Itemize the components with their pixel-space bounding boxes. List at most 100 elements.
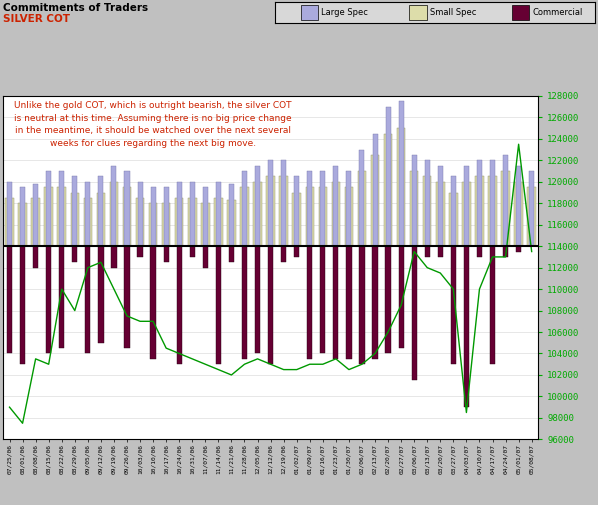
Bar — [451, 176, 456, 246]
Bar — [176, 246, 182, 364]
Bar — [242, 171, 247, 246]
Bar — [346, 246, 352, 359]
Bar — [294, 246, 300, 257]
Bar — [371, 155, 379, 246]
Bar — [20, 246, 25, 364]
Bar — [281, 246, 286, 262]
Bar — [425, 160, 430, 246]
Bar — [46, 171, 51, 246]
Bar — [529, 171, 534, 246]
Bar — [216, 246, 221, 364]
Bar — [254, 182, 262, 246]
Bar — [151, 246, 155, 359]
Bar — [279, 176, 288, 246]
Bar — [516, 246, 521, 251]
Bar — [301, 5, 318, 20]
Bar — [98, 246, 103, 343]
Bar — [7, 182, 12, 246]
Bar — [59, 171, 64, 246]
Bar — [203, 187, 208, 246]
Bar — [201, 203, 209, 246]
Bar — [527, 187, 536, 246]
Text: Small Spec: Small Spec — [430, 8, 477, 17]
Bar — [240, 187, 249, 246]
Bar — [99, 176, 103, 246]
Bar — [164, 187, 169, 246]
Bar — [490, 160, 495, 246]
Bar — [86, 182, 90, 246]
Bar — [306, 187, 314, 246]
Bar — [5, 198, 14, 246]
Bar — [149, 203, 157, 246]
Bar — [59, 246, 65, 348]
Bar — [46, 246, 51, 354]
Bar — [72, 246, 77, 262]
Bar — [19, 203, 27, 246]
Bar — [358, 171, 366, 246]
Text: Large Spec: Large Spec — [322, 8, 368, 17]
Bar — [151, 187, 155, 246]
Bar — [411, 246, 417, 380]
Bar — [266, 176, 275, 246]
Bar — [475, 176, 484, 246]
Bar — [136, 198, 144, 246]
Bar — [124, 171, 130, 246]
Bar — [333, 246, 338, 359]
Bar — [123, 187, 131, 246]
Bar — [501, 171, 510, 246]
Bar — [33, 246, 38, 268]
Bar — [490, 246, 495, 364]
Bar — [268, 160, 273, 246]
Bar — [410, 5, 427, 20]
Bar — [425, 246, 430, 257]
Bar — [464, 166, 469, 246]
Bar — [359, 246, 365, 364]
Bar — [346, 171, 352, 246]
Bar — [281, 160, 286, 246]
Bar — [397, 128, 405, 246]
Bar — [384, 133, 392, 246]
Bar — [71, 192, 79, 246]
Text: Commitments of Traders: Commitments of Traders — [3, 3, 148, 13]
Bar — [307, 246, 312, 359]
Bar — [411, 155, 417, 246]
Bar — [203, 246, 208, 268]
Bar — [438, 166, 443, 246]
Bar — [20, 187, 25, 246]
Bar — [319, 187, 327, 246]
Bar — [449, 192, 457, 246]
Bar — [86, 246, 90, 354]
Bar — [373, 133, 377, 246]
Text: SILVER COT: SILVER COT — [3, 14, 70, 24]
Bar — [162, 203, 170, 246]
Bar — [451, 246, 456, 364]
Bar — [344, 187, 353, 246]
Bar — [84, 198, 92, 246]
Bar — [124, 246, 130, 348]
Bar — [33, 184, 38, 246]
Bar — [109, 182, 118, 246]
Bar — [332, 182, 340, 246]
Bar — [321, 171, 325, 246]
Bar — [307, 171, 312, 246]
Bar — [268, 246, 273, 364]
Bar — [438, 246, 443, 257]
Bar — [292, 192, 301, 246]
Bar — [294, 176, 299, 246]
Bar — [44, 187, 53, 246]
Bar — [477, 160, 482, 246]
Bar — [97, 192, 105, 246]
Bar — [229, 184, 234, 246]
Bar — [333, 166, 338, 246]
Bar — [373, 246, 378, 359]
Text: Commercial: Commercial — [533, 8, 583, 17]
Bar — [57, 187, 66, 246]
Bar — [111, 166, 117, 246]
Bar — [111, 246, 117, 268]
Bar — [227, 200, 236, 246]
Bar — [214, 198, 222, 246]
Bar — [398, 246, 404, 348]
Bar — [399, 102, 404, 246]
Bar — [175, 198, 184, 246]
Bar — [188, 198, 197, 246]
